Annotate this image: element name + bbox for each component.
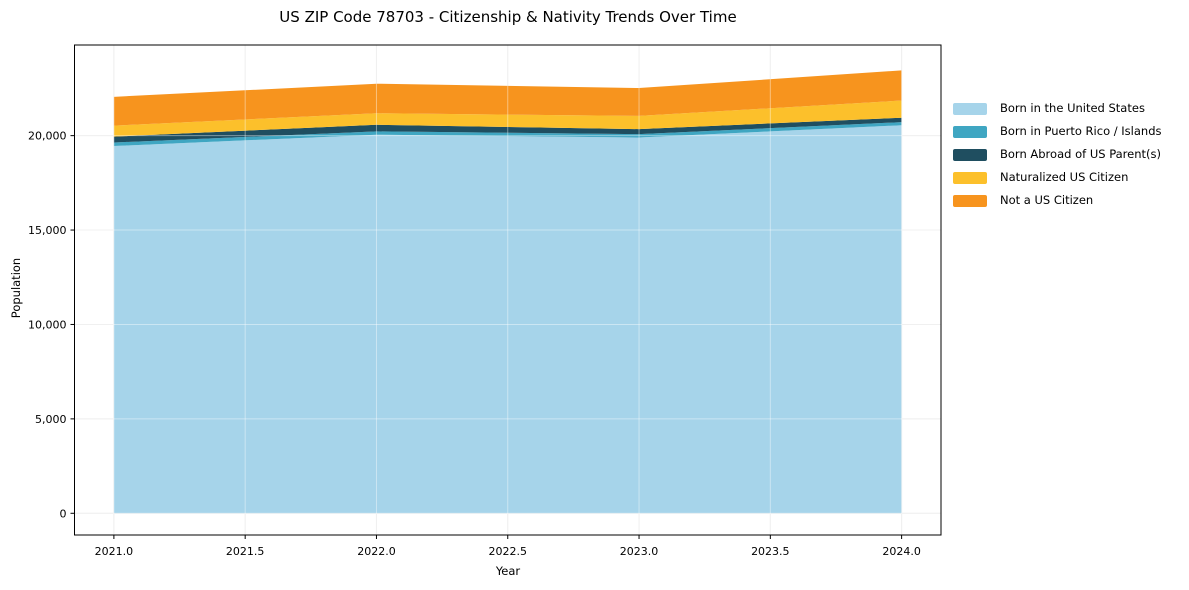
legend-swatch-not-a-us-citizen xyxy=(953,195,987,207)
y-tick-label: 15,000 xyxy=(28,224,67,237)
legend-swatch-born-abroad-of-us-parent-s xyxy=(953,149,987,161)
legend-item-not-a-us-citizen: Not a US Citizen xyxy=(953,195,1162,207)
x-tick-label: 2021.5 xyxy=(226,545,265,558)
legend-item-born-abroad-of-us-parent-s: Born Abroad of US Parent(s) xyxy=(953,149,1162,161)
legend-label: Naturalized US Citizen xyxy=(1000,170,1129,185)
area-series-group xyxy=(113,70,902,514)
legend-swatch-naturalized-us-citizen xyxy=(953,172,987,184)
chart-title: US ZIP Code 78703 - Citizenship & Nativi… xyxy=(279,8,737,26)
legend-item-naturalized-us-citizen: Naturalized US Citizen xyxy=(953,172,1162,184)
legend-label: Born in Puerto Rico / Islands xyxy=(1000,124,1162,139)
x-tick-label: 2021.0 xyxy=(95,545,134,558)
x-tick-label: 2022.5 xyxy=(489,545,528,558)
x-tick-label: 2022.0 xyxy=(357,545,396,558)
gridlines-over xyxy=(74,45,941,535)
y-tick-label: 10,000 xyxy=(28,318,67,331)
y-tick-label: 20,000 xyxy=(28,130,67,143)
x-tick-label: 2023.5 xyxy=(751,545,790,558)
axes-group: 2021.0 2021.5 2022.0 2022.5 2023.0 2023.5 2024… xyxy=(28,44,942,558)
x-tick-label: 2023.0 xyxy=(620,545,659,558)
area-not-a-us-citizen xyxy=(113,70,902,126)
legend: Born in the United States Born in Puerto … xyxy=(953,103,1162,218)
legend-label: Born in the United States xyxy=(1000,101,1145,116)
legend-item-born-in-puerto-rico-islands: Born in Puerto Rico / Islands xyxy=(953,126,1162,138)
legend-label: Not a US Citizen xyxy=(1000,193,1094,208)
x-tick-label: 2024.0 xyxy=(882,545,921,558)
area-born-abroad-of-us-parent-s xyxy=(113,117,902,143)
legend-swatch-born-in-the-united-states xyxy=(953,103,987,115)
area-naturalized-us-citizen xyxy=(113,100,902,137)
legend-swatch-born-in-puerto-rico-islands xyxy=(953,126,987,138)
area-born-in-the-united-states xyxy=(113,125,902,514)
y-tick-label: 5,000 xyxy=(35,413,67,426)
area-born-in-puerto-rico-islands xyxy=(113,122,902,147)
x-axis-label: Year xyxy=(495,564,521,578)
y-tick-label: 0 xyxy=(60,507,67,520)
legend-label: Born Abroad of US Parent(s) xyxy=(1000,147,1161,162)
legend-item-born-in-the-united-states: Born in the United States xyxy=(953,103,1162,115)
